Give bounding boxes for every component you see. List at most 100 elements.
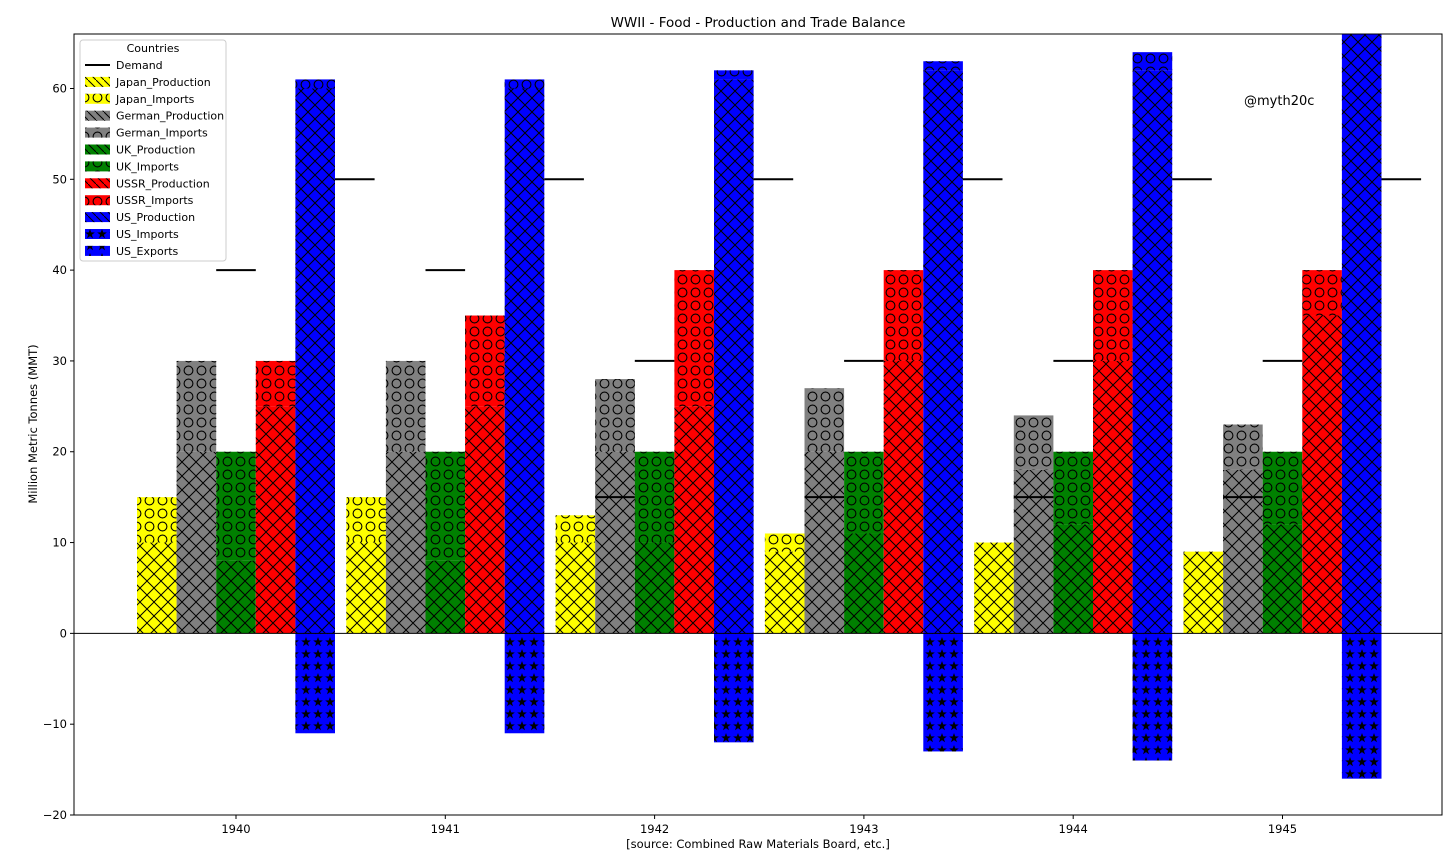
legend-label: Demand (116, 59, 163, 72)
us-exports-hatch (295, 633, 335, 734)
x-tick-label: 1943 (849, 822, 878, 836)
legend-swatch-hatch (85, 110, 110, 121)
us-imports-bar (1342, 16, 1382, 34)
us-production-hatch (1132, 70, 1173, 634)
japan-production-hatch (346, 542, 386, 634)
legend-swatch-hatch (85, 93, 110, 104)
us-imports-hatch (1132, 52, 1173, 71)
japan-production-hatch (974, 542, 1014, 634)
y-tick-label: 10 (52, 536, 67, 550)
legend-swatch-hatch (85, 245, 110, 256)
japan-production-hatch (1183, 551, 1224, 634)
uk-production-hatch (844, 533, 884, 634)
legend-label: German_Production (116, 110, 224, 123)
german-production-hatch (1223, 469, 1263, 634)
ussr-imports-hatch (1302, 270, 1342, 316)
german-production-hatch (804, 451, 845, 634)
german-production-hatch (595, 451, 635, 634)
us-production-hatch (504, 88, 545, 634)
german-imports-hatch (595, 379, 635, 452)
japan-imports-hatch (555, 515, 596, 543)
german-imports-hatch (176, 360, 217, 452)
legend-label: US_Exports (116, 245, 179, 258)
legend-label: US_Imports (116, 228, 179, 241)
uk-production-hatch (1053, 524, 1093, 634)
us-exports-hatch (714, 633, 754, 743)
demand-lines (216, 178, 1422, 499)
us-imports-hatch (504, 79, 545, 89)
legend-swatch-hatch (85, 212, 110, 223)
x-tick-label: 1942 (640, 822, 669, 836)
x-axis: 1940 1941 1942 1943 1944 1945 (221, 815, 1297, 836)
y-tick-label: 0 (60, 626, 67, 640)
y-tick-label: 20 (52, 445, 67, 459)
bars-layer (137, 16, 1382, 779)
y-tick-label: −10 (43, 717, 67, 731)
ussr-imports-hatch (255, 360, 296, 407)
us-exports-hatch (923, 633, 963, 752)
legend-swatch-hatch (85, 161, 110, 172)
legend-label: UK_Imports (116, 160, 179, 173)
german-imports-hatch (385, 360, 426, 452)
german-imports-hatch (1223, 424, 1263, 470)
german-imports-hatch (1013, 415, 1054, 470)
us-production-hatch (714, 79, 754, 634)
x-axis-label: [source: Combined Raw Materials Board, e… (626, 837, 890, 851)
legend-box (79, 39, 227, 262)
german-production-hatch (385, 451, 426, 634)
uk-imports-hatch (634, 451, 675, 543)
x-tick-label: 1940 (221, 822, 250, 836)
x-tick-label: 1941 (431, 822, 460, 836)
us-production-hatch (295, 88, 335, 634)
ussr-production-hatch (255, 406, 296, 634)
legend-entries: Demand Japan_Production Japan_Imports Germa… (85, 59, 224, 258)
uk-imports-hatch (1053, 451, 1093, 525)
uk-production-hatch (1262, 524, 1303, 634)
uk-imports-hatch (216, 451, 256, 561)
ussr-production-hatch (1302, 315, 1342, 634)
uk-production-hatch (634, 542, 675, 634)
japan-imports-hatch (346, 497, 386, 543)
legend-swatch-hatch (85, 144, 110, 155)
us-exports-hatch (504, 633, 545, 734)
japan-imports-hatch (764, 533, 805, 552)
us-imports-hatch (295, 79, 335, 89)
plot-frame (73, 33, 1443, 816)
german-imports-hatch (804, 388, 845, 452)
legend-swatch-hatch (85, 127, 110, 138)
ussr-production-hatch (674, 406, 714, 634)
x-tick-label: 1945 (1268, 822, 1297, 836)
us-imports-hatch (714, 70, 754, 80)
x-tick-label: 1944 (1059, 822, 1088, 836)
us-imports-hatch (1342, 16, 1382, 34)
ussr-imports-hatch (1093, 270, 1133, 361)
y-tick-label: −20 (43, 808, 67, 822)
legend-label: USSR_Production (116, 177, 210, 190)
uk-production-hatch (425, 560, 466, 634)
legend-label: USSR_Imports (116, 194, 194, 207)
y-axis: −20 −10 0 10 20 30 40 50 60 (43, 81, 74, 822)
uk-production-hatch (216, 560, 256, 634)
y-tick-label: 50 (52, 172, 67, 186)
ussr-imports-hatch (883, 270, 924, 361)
y-axis-label: Million Metric Tonnes (MMT) (26, 344, 40, 503)
legend-label: US_Production (116, 211, 195, 224)
legend-swatch-hatch (85, 229, 110, 239)
uk-imports-hatch (425, 451, 466, 561)
legend-swatch-hatch (85, 195, 110, 206)
japan-production-hatch (137, 542, 177, 634)
uk-imports-hatch (1262, 451, 1303, 525)
legend-swatch-hatch (85, 76, 110, 87)
legend-title: Countries (127, 42, 180, 55)
german-production-hatch (1013, 469, 1054, 634)
ussr-production-hatch (465, 406, 505, 634)
uk-imports-hatch (844, 451, 884, 534)
us-exports-hatch (1341, 633, 1382, 779)
legend-swatch-hatch (85, 178, 110, 189)
ussr-production-hatch (1093, 360, 1133, 634)
us-exports-hatch (1132, 633, 1173, 761)
legend-label: UK_Production (116, 144, 195, 157)
y-tick-label: 30 (52, 354, 67, 368)
ussr-imports-hatch (465, 315, 505, 407)
